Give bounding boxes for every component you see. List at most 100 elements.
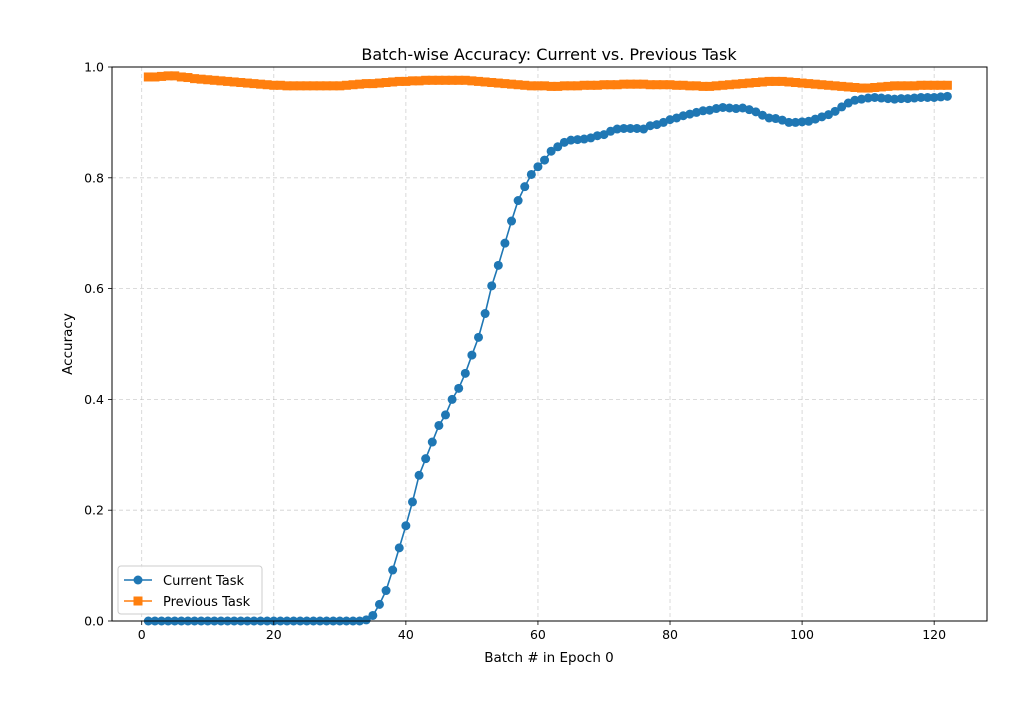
data-point-previous-task	[414, 76, 424, 86]
data-point-previous-task	[427, 75, 437, 85]
x-tick-label: 100	[790, 627, 814, 642]
data-point-current-task	[942, 91, 952, 101]
data-point-previous-task	[322, 81, 332, 91]
data-point-current-task	[487, 281, 497, 291]
data-point-previous-task	[850, 82, 860, 92]
data-point-previous-task	[388, 77, 398, 87]
data-point-previous-task	[817, 80, 827, 90]
data-point-previous-task	[520, 80, 530, 90]
data-point-previous-task	[870, 82, 880, 92]
data-point-previous-task	[513, 80, 523, 90]
data-point-current-task	[592, 131, 602, 141]
data-point-previous-task	[223, 76, 233, 86]
series-layer	[143, 71, 952, 626]
data-point-current-task	[507, 216, 517, 226]
data-point-previous-task	[771, 76, 781, 86]
y-tick-label: 0.6	[84, 281, 104, 296]
data-point-previous-task	[302, 81, 312, 91]
data-point-previous-task	[724, 80, 734, 90]
data-point-current-task	[790, 117, 800, 127]
data-point-previous-task	[242, 78, 252, 88]
data-point-previous-task	[711, 81, 721, 91]
data-point-previous-task	[295, 81, 305, 91]
x-tick-label: 40	[398, 627, 414, 642]
data-point-previous-task	[784, 77, 794, 87]
data-point-current-task	[421, 454, 431, 464]
data-point-current-task	[388, 565, 398, 575]
data-point-current-task	[863, 93, 873, 103]
data-point-current-task	[513, 196, 523, 206]
data-point-current-task	[553, 142, 563, 152]
data-point-current-task	[784, 117, 794, 127]
data-point-previous-task	[612, 80, 622, 90]
data-point-previous-task	[553, 81, 563, 91]
data-point-current-task	[870, 92, 880, 102]
data-point-previous-task	[368, 79, 378, 89]
data-point-previous-task	[526, 81, 536, 91]
data-point-previous-task	[249, 79, 259, 89]
data-point-current-task	[368, 610, 378, 620]
data-point-current-task	[625, 123, 635, 133]
data-point-current-task	[401, 521, 411, 531]
legend: Current Task Previous Task	[117, 565, 263, 615]
data-point-current-task	[447, 394, 457, 404]
data-point-previous-task	[269, 80, 279, 90]
data-point-previous-task	[507, 79, 517, 89]
x-tick-label: 60	[530, 627, 546, 642]
data-point-previous-task	[328, 81, 338, 91]
data-point-current-task	[797, 117, 807, 127]
data-point-previous-task	[645, 80, 655, 90]
data-point-previous-task	[790, 78, 800, 88]
data-point-previous-task	[731, 79, 741, 89]
data-point-previous-task	[619, 79, 629, 89]
legend-label-current-task: Current Task	[163, 574, 244, 589]
data-point-previous-task	[150, 72, 160, 82]
data-point-current-task	[573, 135, 583, 145]
data-point-current-task	[526, 169, 536, 179]
y-axis-title: Accuracy	[60, 313, 76, 375]
data-point-previous-task	[183, 73, 193, 83]
data-point-previous-task	[216, 76, 226, 86]
series-previous-task	[143, 71, 952, 93]
data-point-previous-task	[672, 80, 682, 90]
data-point-previous-task	[658, 80, 668, 90]
data-point-previous-task	[335, 81, 345, 91]
data-point-previous-task	[592, 80, 602, 90]
plot-area: 0 20 40 60 80 100 120 0.0 0.2 0.4 0.6 0.8 1.0	[84, 60, 988, 642]
data-point-previous-task	[421, 75, 431, 85]
legend-square-marker-icon	[133, 596, 143, 606]
data-point-previous-task	[256, 79, 266, 89]
data-point-previous-task	[804, 79, 814, 89]
data-point-previous-task	[209, 75, 219, 85]
data-point-current-task	[434, 420, 444, 430]
data-point-previous-task	[289, 81, 299, 91]
data-point-previous-task	[718, 80, 728, 90]
data-point-current-task	[929, 92, 939, 102]
data-point-current-task	[374, 599, 384, 609]
data-point-current-task	[612, 124, 622, 134]
data-point-current-task	[619, 123, 629, 133]
data-point-current-task	[566, 135, 576, 145]
data-point-current-task	[916, 92, 926, 102]
data-point-previous-task	[843, 82, 853, 92]
y-tick-label: 0.2	[84, 503, 104, 518]
data-point-previous-task	[434, 75, 444, 85]
legend-circle-marker-icon	[133, 575, 143, 585]
data-point-current-task	[533, 162, 543, 172]
data-point-previous-task	[573, 81, 583, 91]
data-point-previous-task	[923, 80, 933, 90]
data-point-previous-task	[533, 81, 543, 91]
data-point-current-task	[883, 94, 893, 104]
legend-entry-previous-task: Previous Task	[124, 595, 251, 610]
data-point-previous-task	[394, 76, 404, 86]
data-point-current-task	[427, 437, 437, 447]
data-point-current-task	[876, 93, 886, 103]
data-point-previous-task	[163, 71, 173, 81]
data-point-previous-task	[355, 79, 365, 89]
data-point-current-task	[850, 95, 860, 105]
data-point-current-task	[407, 497, 417, 507]
data-point-previous-task	[546, 81, 556, 91]
data-point-previous-task	[936, 80, 946, 90]
data-point-previous-task	[665, 80, 675, 90]
data-point-current-task	[731, 104, 741, 114]
